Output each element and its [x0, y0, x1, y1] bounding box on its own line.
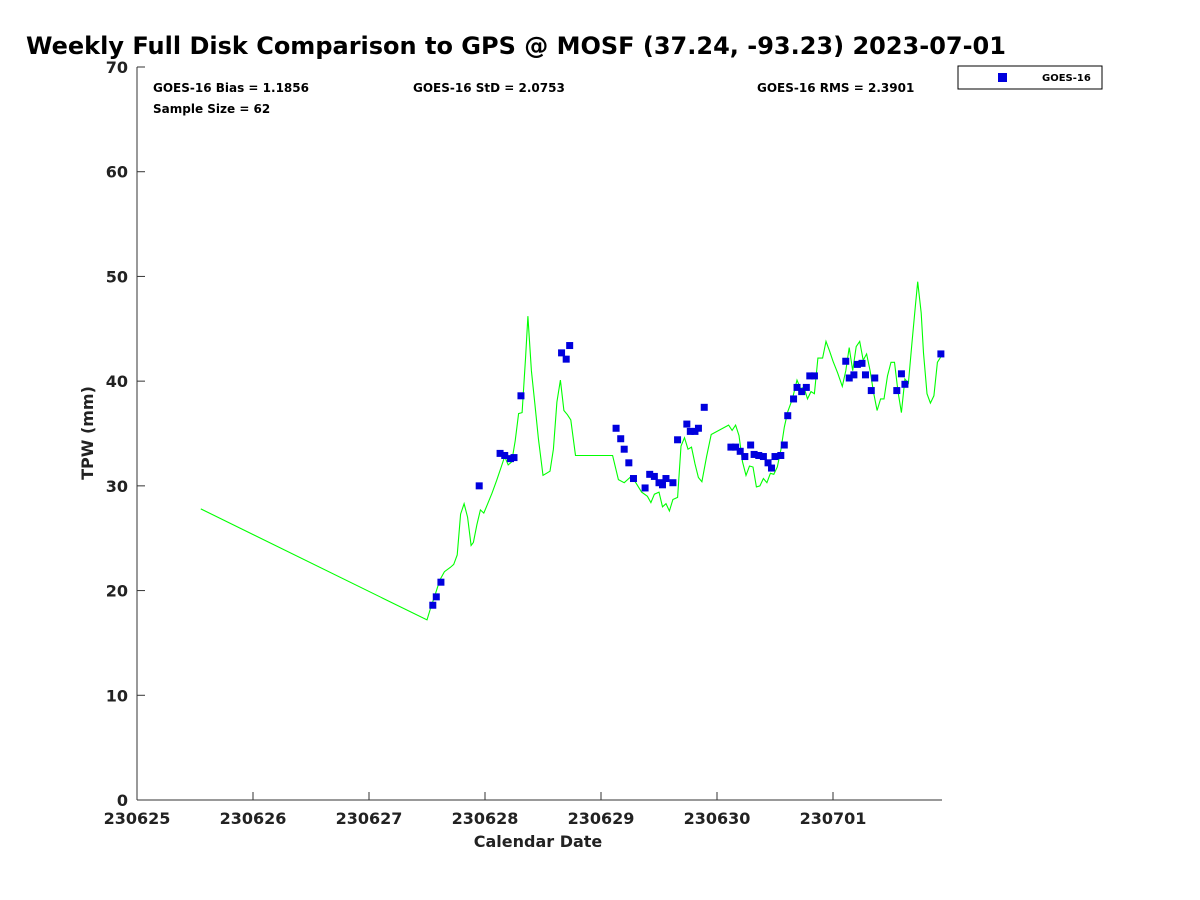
data-point-goes16	[727, 443, 735, 451]
y-tick-label: 40	[106, 372, 128, 391]
stat-std: GOES-16 StD = 2.0753	[413, 81, 565, 95]
data-point-goes16	[798, 388, 806, 396]
y-tick-label: 0	[117, 791, 128, 810]
y-tick-label: 50	[106, 267, 128, 286]
data-point-goes16	[475, 482, 483, 490]
y-tick-label: 70	[106, 58, 128, 77]
data-point-goes16	[432, 593, 440, 601]
data-point-goes16	[853, 360, 861, 368]
data-point-goes16	[747, 441, 755, 449]
data-point-goes16	[674, 436, 682, 444]
stats-annotations: GOES-16 Bias = 1.1856 GOES-16 StD = 2.07…	[153, 81, 914, 116]
series-layer	[200, 281, 945, 621]
data-point-goes16	[562, 355, 570, 363]
plot-area: 0 10 20 30 40 50 60 70 230625 230626 230627 230628…	[104, 58, 945, 828]
data-point-goes16	[893, 387, 901, 395]
y-axis-label: TPW (mm)	[78, 386, 97, 480]
x-axis-ticks: 230625 230626 230627 230628 230629 230630 2307…	[104, 792, 867, 828]
data-point-goes16	[694, 424, 702, 432]
data-point-goes16	[662, 475, 670, 483]
x-tick-label: 230627	[336, 809, 403, 828]
data-point-goes16	[810, 372, 818, 380]
data-point-goes16	[759, 453, 767, 461]
data-point-goes16	[802, 383, 810, 391]
data-point-goes16	[510, 454, 518, 462]
data-point-goes16	[806, 372, 814, 380]
data-point-goes16	[741, 453, 749, 461]
data-point-goes16	[736, 447, 744, 455]
data-point-goes16	[669, 479, 677, 487]
stat-sample-size: Sample Size = 62	[153, 102, 270, 116]
data-point-goes16	[650, 472, 658, 480]
data-point-goes16	[867, 387, 875, 395]
y-tick-label: 30	[106, 477, 128, 496]
data-point-goes16	[901, 380, 909, 388]
x-tick-label: 230630	[684, 809, 751, 828]
data-point-goes16	[755, 451, 763, 459]
y-axis-ticks: 0 10 20 30 40 50 60 70	[106, 58, 145, 810]
legend-marker-square	[998, 73, 1007, 82]
data-point-goes16	[566, 342, 574, 350]
data-point-goes16	[750, 450, 758, 458]
legend-label: GOES-16	[1042, 73, 1091, 84]
data-point-goes16	[861, 371, 869, 379]
data-point-goes16	[558, 349, 566, 357]
x-tick-label: 230701	[800, 809, 867, 828]
data-point-goes16	[429, 601, 437, 609]
data-point-goes16	[700, 403, 708, 411]
legend: GOES-16	[957, 65, 1103, 90]
data-point-goes16	[501, 451, 509, 459]
data-point-goes16	[686, 427, 694, 435]
x-tick-label: 230626	[220, 809, 287, 828]
chart-title: Weekly Full Disk Comparison to GPS @ MOS…	[26, 32, 1006, 60]
y-tick-label: 20	[106, 582, 128, 601]
x-tick-label: 230625	[104, 809, 171, 828]
data-point-goes16	[771, 453, 779, 461]
x-tick-label: 230628	[452, 809, 519, 828]
data-point-goes16	[617, 435, 625, 443]
data-point-goes16	[683, 420, 691, 428]
data-point-goes16	[777, 451, 785, 459]
data-point-goes16	[646, 470, 654, 478]
data-point-goes16	[437, 578, 445, 586]
y-tick-label: 60	[106, 163, 128, 182]
data-point-goes16	[768, 464, 776, 472]
data-point-goes16	[897, 370, 905, 378]
y-tick-label: 10	[106, 686, 128, 705]
data-point-goes16	[612, 424, 620, 432]
data-point-goes16	[625, 459, 633, 467]
data-point-goes16	[937, 350, 945, 358]
legend-box	[957, 65, 1103, 90]
data-point-goes16	[620, 445, 628, 453]
data-point-goes16	[858, 359, 866, 367]
data-point-goes16	[871, 374, 879, 382]
data-point-goes16	[790, 395, 798, 403]
data-point-goes16	[641, 484, 649, 492]
data-point-goes16	[845, 374, 853, 382]
x-axis-label: Calendar Date	[474, 832, 603, 851]
data-point-goes16	[842, 357, 850, 365]
data-point-goes16	[517, 392, 525, 400]
x-tick-label: 230629	[568, 809, 635, 828]
data-point-goes16	[793, 383, 801, 391]
data-point-goes16	[658, 481, 666, 489]
data-point-goes16	[732, 443, 740, 451]
series-line-gps	[200, 281, 943, 621]
stat-bias: GOES-16 Bias = 1.1856	[153, 81, 309, 95]
data-point-goes16	[629, 475, 637, 483]
stat-rms: GOES-16 RMS = 2.3901	[757, 81, 914, 95]
data-point-goes16	[780, 441, 788, 449]
data-point-goes16	[784, 412, 792, 420]
data-point-goes16	[764, 459, 772, 467]
data-point-goes16	[850, 371, 858, 379]
data-point-goes16	[496, 449, 504, 457]
